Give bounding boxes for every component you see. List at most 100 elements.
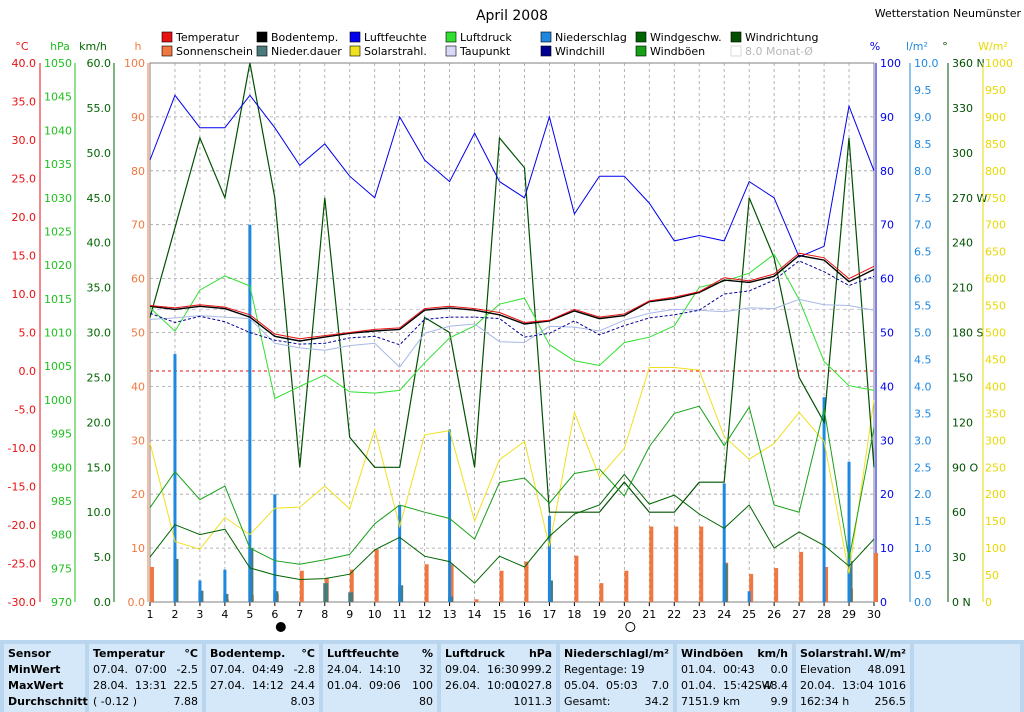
x-tick-label: 6 [271,608,278,621]
stats-cell-time: 13:04 [842,679,874,692]
bar-sonnenschein [774,568,779,602]
y-tick-label-kmh: 0.0 [94,596,112,609]
axes: 1 2 3 4 5 6 7 8 9 10 11 12 13 14 15 16 17 18 19 20 21 22 23 24 2… [8,40,1013,632]
x-tick-label: 10 [368,608,382,621]
stats-row-label: Sensor [8,647,51,660]
axis-label-lm2: l/m² [906,40,928,53]
bar-niederschlag [398,504,402,602]
legend-label: Bodentemp. [271,31,338,44]
stats-cell-value: 0.0 [770,663,789,676]
y-tick-label-kmh: 10.0 [87,506,112,519]
stats-cell-date: 07.04. [210,663,245,676]
y-tick-label-wm2: 900 [985,111,1006,124]
legend-label: Windchill [555,45,605,58]
y-tick-label-wm2: 550 [985,300,1006,313]
y-tick-label-degrees: 180 S [952,327,983,340]
stats-cell-time: 16:30 [487,663,519,676]
y-tick-label-celsius: -10.0 [8,442,36,455]
y-tick-label-percent: 100 [880,57,901,70]
legend-swatch [635,31,647,43]
y-tick-label-wm2: 250 [985,461,1006,474]
y-tick-label-hpa: 1040 [44,124,72,137]
bar-sonnenschein [524,561,529,602]
y-tick-label-celsius: -25.0 [8,558,36,571]
x-tick-label: 11 [393,608,407,621]
legend-label: Niederschlag [555,31,627,44]
y-tick-label-celsius: 35.0 [12,96,37,109]
legend-label: Nieder.dauer [271,45,342,58]
x-tick-label: 18 [567,608,581,621]
stats-panel-title: Luftfeuchte [327,647,400,660]
stats-cell-value: 48.091 [867,663,907,676]
y-tick-label-hpa: 1010 [44,327,72,340]
y-tick-label-degrees: 60 [952,506,966,519]
y-tick-label-lm2: 7.0 [914,219,932,232]
stats-cell-value: 256.5 [874,695,907,708]
y-tick-label-hpa: 985 [51,495,72,508]
stats-cell-value: 1027.8 [513,679,553,692]
axis-label-hours: h [135,40,142,53]
stats-cell-value: 1016 [878,679,906,692]
stats-panel-title: Niederschlag [564,647,646,660]
x-tick-label: 13 [443,608,457,621]
bar-sonnenschein [799,551,804,602]
stats-cell-time: 10:00 [487,679,519,692]
y-tick-label-lm2: 6.0 [914,273,932,286]
y-tick-label-wm2: 500 [985,327,1006,340]
stats-cell-time: 13:31 [135,679,167,692]
y-tick-label-hpa: 990 [51,461,72,474]
y-tick-label-wm2: 150 [985,515,1006,528]
station-name: Wetterstation Neumünster [875,7,1022,20]
series-windgeschw [149,473,875,584]
y-tick-label-degrees: 90 O [952,461,978,474]
y-tick-label-percent: 0 [880,596,887,609]
legend-label: Windböen [650,45,705,58]
stats-panel-unit: km/h [757,647,788,660]
stats-panel-unit: % [421,647,433,660]
stats-cell-value: 8.03 [290,695,316,708]
stats-cell-date: 24.04. [327,663,362,676]
x-tick-label: 16 [517,608,531,621]
y-tick-label-wm2: 650 [985,246,1006,259]
bar-niederschlag [273,494,277,602]
y-tick-label-degrees: 360 N [952,57,985,70]
legend-swatch [730,45,742,57]
x-tick-label: 5 [246,608,253,621]
y-tick-label-percent: 30 [880,434,894,447]
full-moon-icon [625,622,636,632]
y-tick-label-wm2: 350 [985,407,1006,420]
bar-niederschlag [747,591,751,602]
stats-panel-title: Windböen [681,647,744,660]
y-tick-label-hpa: 1020 [44,259,72,272]
y-tick-label-hpa: 1045 [44,91,72,104]
y-tick-label-degrees: 30 [952,551,966,564]
bar-sonnenschein [649,526,654,602]
y-tick-label-hpa: 1050 [44,57,72,70]
stats-cell-time: 00:43 [723,663,755,676]
y-tick-label-lm2: 1.0 [914,542,932,555]
x-tick-label: 17 [542,608,556,621]
bar-sonnenschein [349,569,354,602]
y-tick-label-wm2: 1000 [985,57,1013,70]
y-tick-label-kmh: 25.0 [87,371,112,384]
stats-cell-date: 01.04. [327,679,362,692]
statistics-table: Sensor MinWert MaxWert Durchschnitt Temp… [0,640,1024,712]
y-tick-label-hpa: 1030 [44,192,72,205]
stats-cell-value: 7.0 [651,679,670,692]
y-tick-label-hpa: 1005 [44,360,72,373]
legend-swatch [540,31,552,43]
y-tick-label-percent: 40 [880,380,894,393]
y-tick-label-percent: 80 [880,165,894,178]
y-tick-label-kmh: 35.0 [87,282,112,295]
bar-sonnenschein [474,599,479,602]
axis-label-kmh: km/h [79,40,107,53]
stats-cell-date: 01.04. [681,663,716,676]
y-tick-label-celsius: 5.0 [19,327,37,340]
stats-panel-title: Luftdruck [445,647,505,660]
y-tick-label-lm2: 0.0 [914,596,932,609]
y-tick-label-percent: 20 [880,488,894,501]
y-tick-label-celsius: 20.0 [12,211,37,224]
y-tick-label-hours: 50 [131,327,145,340]
series-windchill [149,260,875,346]
bar-sonnenschein [574,555,579,602]
